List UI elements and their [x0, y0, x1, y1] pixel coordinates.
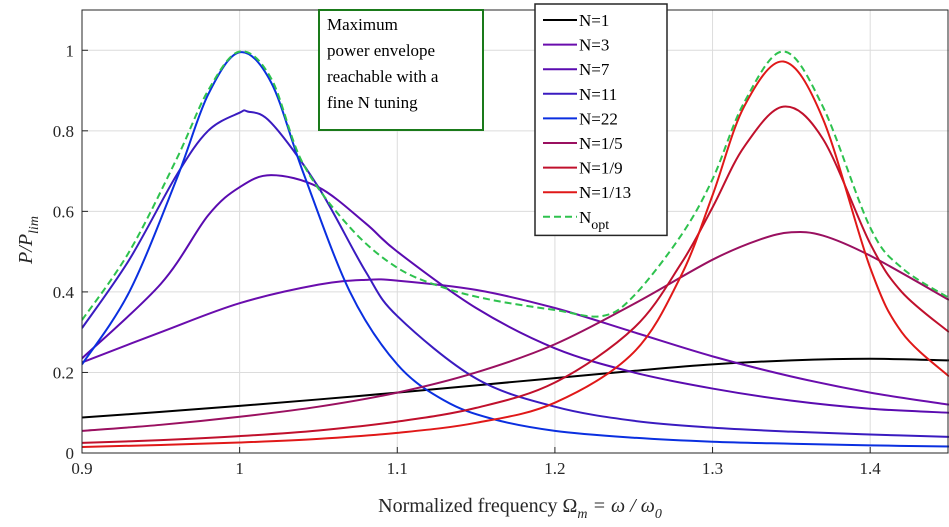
x-tick-label: 1.4 [860, 459, 882, 478]
annotation-line: Maximum [327, 15, 398, 34]
legend-entry: N=11 [579, 85, 617, 104]
x-axis-label: Normalized frequency Ωm = ω / ω0 [378, 495, 662, 522]
series-line [82, 51, 949, 448]
y-tick-label: 0.4 [53, 283, 75, 302]
x-tick-label: 1.1 [387, 459, 408, 478]
x-tick-label: 1 [235, 459, 244, 478]
y-tick-label: 1 [66, 41, 75, 60]
grid-lines [81, 10, 949, 454]
series-layer [82, 50, 949, 448]
y-tick-label: 0.6 [53, 202, 74, 221]
series-line [82, 357, 949, 419]
annotation-line: reachable with a [327, 67, 439, 86]
series-line [82, 109, 949, 438]
axis-ticks: 0.9 1 1.1 1.2 1.3 1.4 0 0.2 0.4 0.6 0.8 1 [53, 41, 882, 478]
series-line [82, 60, 949, 448]
legend-entry: N=1/9 [579, 159, 623, 178]
annotation-line: fine N tuning [327, 93, 418, 112]
legend: N=1 N=3 N=7 N=11 N=22 N=1/5 N=1/9 N=1/13 Nopt [534, 3, 668, 237]
series-line [82, 50, 949, 321]
x-tick-label: 1.3 [702, 459, 723, 478]
y-tick-label: 0.8 [53, 122, 74, 141]
annotation-box: Maximum power envelope reachable with a … [318, 9, 484, 131]
legend-entry: N=22 [579, 109, 618, 128]
legend-entry: N=1/13 [579, 183, 631, 202]
legend-entry: N=7 [579, 60, 610, 79]
legend-entry: N=1/5 [579, 134, 623, 153]
legend-box [534, 3, 668, 237]
x-tick-label: 0.9 [71, 459, 92, 478]
y-tick-label: 0 [66, 444, 75, 463]
legend-entry: N=1 [579, 11, 609, 30]
series-line [82, 278, 949, 406]
annotation-line: power envelope [327, 41, 435, 60]
series-line [82, 174, 949, 414]
series-line [82, 105, 949, 444]
x-tick-label: 1.2 [544, 459, 565, 478]
y-axis-label: P/Plim [15, 216, 42, 265]
series-line [82, 230, 949, 432]
plot-frame [81, 9, 949, 454]
legend-entry: N=3 [579, 36, 609, 55]
y-tick-label: 0.2 [53, 363, 74, 382]
legend-entry: Nopt [579, 208, 609, 233]
